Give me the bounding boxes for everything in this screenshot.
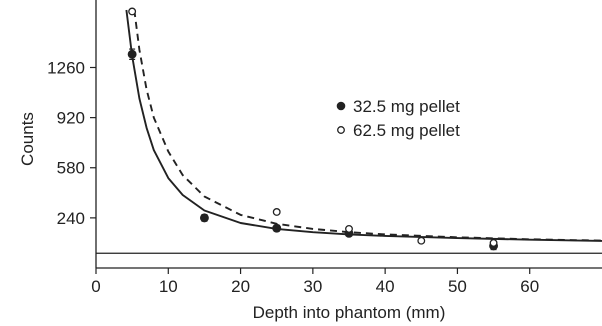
x-tick-label: 40 (376, 277, 395, 296)
y-tick-label: 240 (57, 209, 85, 228)
y-tick-label: 920 (57, 109, 85, 128)
data-point-32-5-mg (272, 223, 282, 233)
legend-marker-32-5-mg (336, 101, 346, 111)
y-axis-title: Counts (18, 112, 37, 166)
x-tick-label: 60 (520, 277, 539, 296)
x-tick-label: 50 (448, 277, 467, 296)
data-points (127, 7, 499, 251)
fit-curve-62-5-mg (133, 9, 602, 242)
data-point-32-5-mg (127, 49, 137, 59)
legend-label-62-5-mg: 62.5 mg pellet (353, 121, 460, 140)
data-point-62-5-mg (272, 208, 281, 216)
data-point-62-5-mg (417, 236, 426, 245)
ticks: 0 10 20 30 40 50 60 240 580 920 1260 (47, 58, 539, 296)
x-tick-label: 30 (303, 277, 322, 296)
data-point-32-5-mg (199, 213, 209, 223)
legend-label-32-5-mg: 32.5 mg pellet (353, 97, 460, 116)
legend-marker-62-5-mg (337, 126, 345, 134)
y-tick-label: 580 (57, 159, 85, 178)
x-tick-label: 20 (231, 277, 250, 296)
x-tick-label: 0 (91, 277, 100, 296)
y-tick-label: 1260 (47, 58, 85, 77)
data-point-62-5-mg (345, 224, 353, 233)
axes (95, 0, 602, 269)
data-point-62-5-mg (489, 238, 498, 247)
x-tick-label: 10 (159, 277, 178, 296)
data-point-62-5-mg (128, 7, 137, 16)
legend: 32.5 mg pellet 62.5 mg pellet (336, 97, 460, 140)
x-axis-title: Depth into phantom (mm) (253, 303, 446, 322)
